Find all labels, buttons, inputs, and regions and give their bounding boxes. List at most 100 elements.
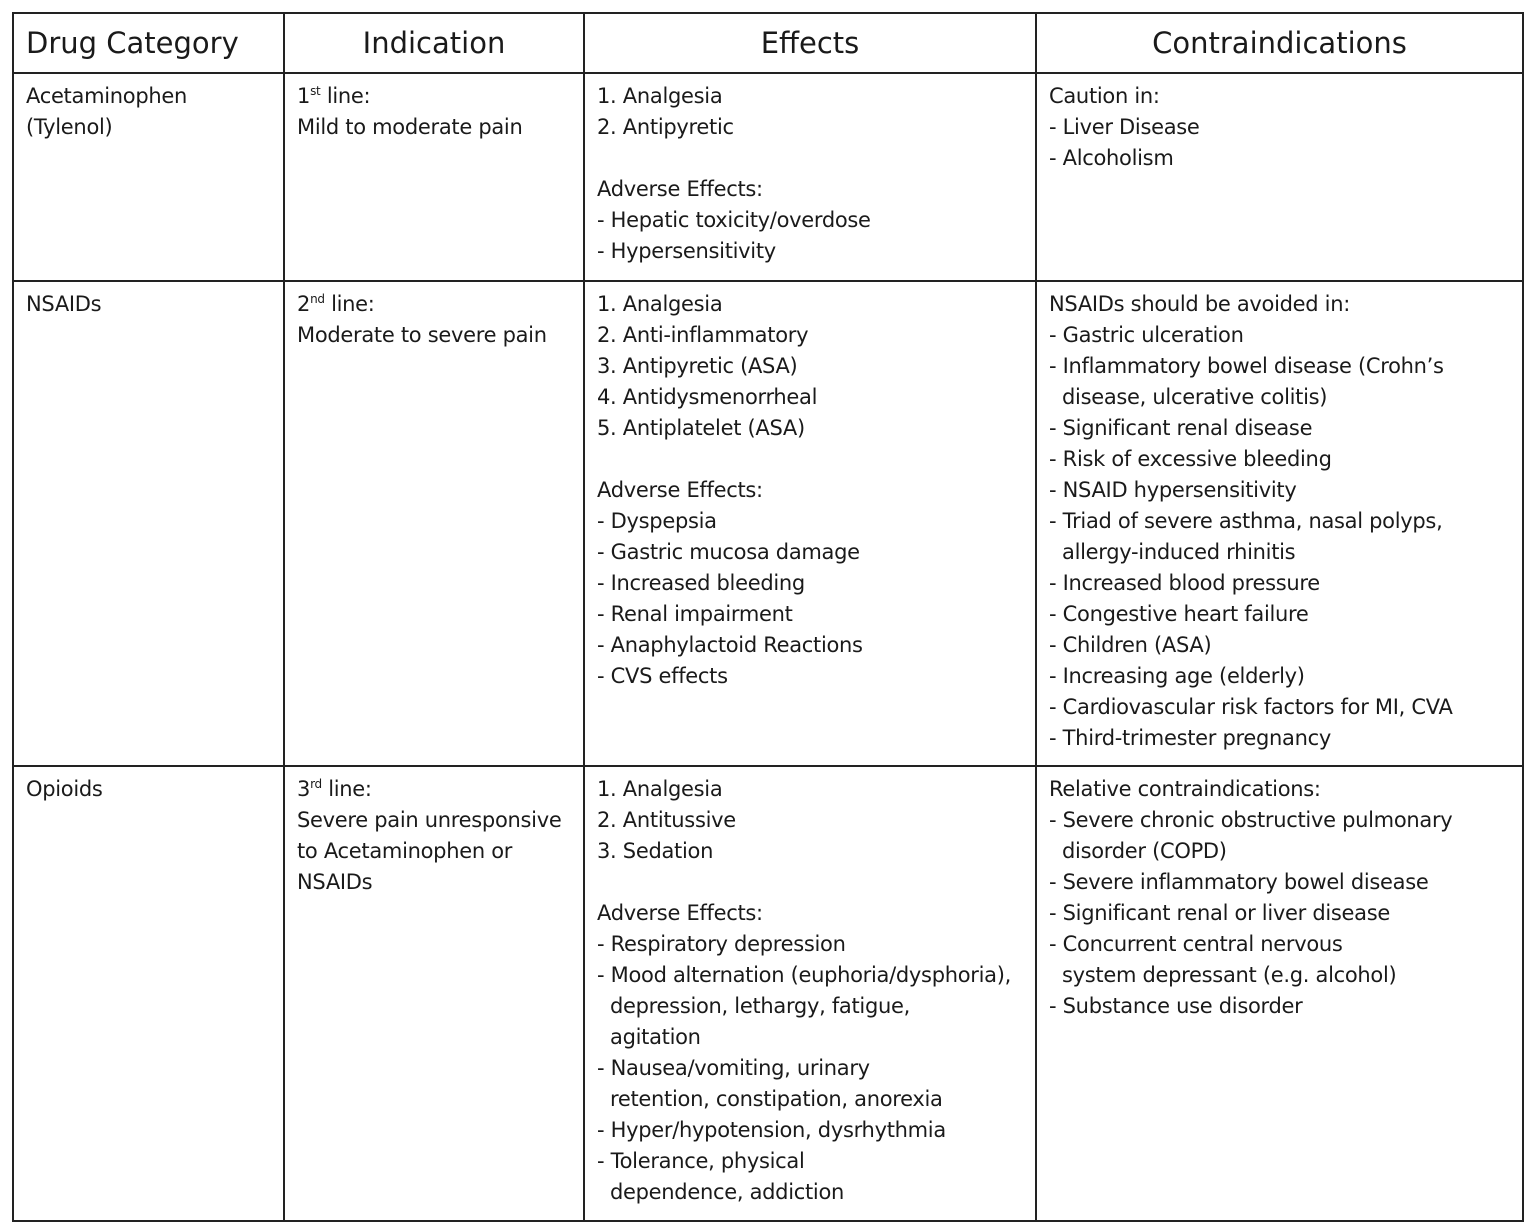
effect: 1. Analgesia bbox=[597, 292, 723, 316]
column-header: Effects bbox=[583, 12, 1037, 74]
effects-cell: 1. Analgesia 2. Anti-inflammatory 3. Antip… bbox=[583, 280, 1037, 767]
list-item-line: - Hyper/hypotension, dysrhythmia bbox=[597, 1118, 946, 1142]
indication-text: Moderate to severe pain bbox=[297, 323, 547, 347]
list-item-line: - Respiratory depression bbox=[597, 932, 846, 956]
contraindications-cell: Caution in: - Liver Disease - Alcoholism bbox=[1035, 72, 1524, 282]
line-label: line: bbox=[326, 84, 371, 108]
list-item-line: - Congestive heart failure bbox=[1049, 602, 1309, 626]
list-item-line: - Children (ASA) bbox=[1049, 633, 1212, 657]
effect: 5. Antiplatelet (ASA) bbox=[597, 416, 805, 440]
effects-cell: 1. Analgesia 2. Antitussive 3. Sedation Adv… bbox=[583, 765, 1037, 1222]
adverse-heading: Adverse Effects: bbox=[597, 901, 763, 925]
list-item-line: - Substance use disorder bbox=[1049, 994, 1303, 1018]
effect: 1. Analgesia bbox=[597, 84, 723, 108]
list-item-line: disorder (COPD) bbox=[1062, 839, 1227, 863]
ordinal-suffix: nd bbox=[310, 292, 325, 306]
list-item-line: - Mood alternation (euphoria/dysphoria), bbox=[597, 963, 1011, 987]
list-item-line: - CVS effects bbox=[597, 664, 728, 688]
ordinal: 1 bbox=[297, 84, 311, 108]
indication-line: 3rd line: bbox=[297, 774, 571, 805]
column-header: Drug Category bbox=[12, 12, 285, 74]
effect: 2. Antitussive bbox=[597, 808, 736, 832]
indication-text: NSAIDs bbox=[297, 870, 373, 894]
list-item-line: - Dyspepsia bbox=[597, 509, 717, 533]
list-item-line: - Significant renal disease bbox=[1049, 416, 1313, 440]
list-item-line: - Liver Disease bbox=[1049, 115, 1200, 139]
drug-category: (Tylenol) bbox=[26, 115, 113, 139]
drug-category-cell: Acetaminophen (Tylenol) bbox=[12, 72, 285, 282]
effect: 3. Sedation bbox=[597, 839, 714, 863]
list-item-line: - Significant renal or liver disease bbox=[1049, 901, 1390, 925]
table-row: Opioids 3rd line: Severe pain unresponsive… bbox=[12, 765, 1524, 1222]
list-item-line: - Renal impairment bbox=[597, 602, 793, 626]
drug-category-cell: NSAIDs bbox=[12, 280, 285, 767]
list-item-line: - Gastric mucosa damage bbox=[597, 540, 860, 564]
spacer bbox=[597, 444, 1023, 475]
list-item-line: - Risk of excessive bleeding bbox=[1049, 447, 1332, 471]
list-item-line: system depressant (e.g. alcohol) bbox=[1062, 963, 1397, 987]
indication-text: Severe pain unresponsive bbox=[297, 808, 562, 832]
effects-cell: 1. Analgesia 2. Antipyretic Adverse Effect… bbox=[583, 72, 1037, 282]
contraindication-heading: Relative contraindications: bbox=[1049, 777, 1321, 801]
list-item-line: - Tolerance, physical bbox=[597, 1149, 805, 1173]
list-item-line: disease, ulcerative colitis) bbox=[1062, 385, 1328, 409]
list-item-line: - Triad of severe asthma, nasal polyps, bbox=[1049, 509, 1443, 533]
contraindications-cell: NSAIDs should be avoided in: - Gastric ul… bbox=[1035, 280, 1524, 767]
drug-table: Drug Category Indication Effects Contraindi… bbox=[12, 12, 1524, 1222]
effect: 1. Analgesia bbox=[597, 777, 723, 801]
list-item-line: - Hepatic toxicity/overdose bbox=[597, 208, 871, 232]
list-item-line: - Hypersensitivity bbox=[597, 239, 776, 263]
indication-line: 1st line: bbox=[297, 81, 571, 112]
list-item-line: - Gastric ulceration bbox=[1049, 323, 1244, 347]
list-item-line: - Third-trimester pregnancy bbox=[1049, 726, 1331, 750]
line-label: line: bbox=[331, 292, 375, 316]
ordinal: 3 bbox=[297, 777, 311, 801]
spacer bbox=[597, 143, 1023, 174]
indication-cell: 1st line: Mild to moderate pain bbox=[283, 72, 585, 282]
line-label: line: bbox=[328, 777, 372, 801]
effect: 4. Antidysmenorrheal bbox=[597, 385, 818, 409]
drug-category: NSAIDs bbox=[26, 292, 102, 316]
list-item-line: - Inflammatory bowel disease (Crohn’s bbox=[1049, 354, 1444, 378]
list-item-line: - Nausea/vomiting, urinary bbox=[597, 1056, 870, 1080]
ordinal-suffix: rd bbox=[310, 777, 322, 791]
list-item-line: - Severe inflammatory bowel disease bbox=[1049, 870, 1429, 894]
list-item-line: - Alcoholism bbox=[1049, 146, 1174, 170]
list-item-line: - Cardiovascular risk factors for MI, CV… bbox=[1049, 695, 1453, 719]
indication-text: Mild to moderate pain bbox=[297, 115, 523, 139]
list-item-line: dependence, addiction bbox=[610, 1180, 845, 1204]
ordinal: 2 bbox=[297, 292, 311, 316]
indication-cell: 3rd line: Severe pain unresponsive to Acet… bbox=[283, 765, 585, 1222]
ordinal-suffix: st bbox=[310, 84, 321, 98]
drug-category-cell: Opioids bbox=[12, 765, 285, 1222]
indication-cell: 2nd line: Moderate to severe pain bbox=[283, 280, 585, 767]
list-item-line: allergy-induced rhinitis bbox=[1062, 540, 1296, 564]
drug-category: Opioids bbox=[26, 777, 103, 801]
indication-line: 2nd line: bbox=[297, 289, 571, 320]
contraindications-cell: Relative contraindications: - Severe chro… bbox=[1035, 765, 1524, 1222]
list-item-line: - Concurrent central nervous bbox=[1049, 932, 1343, 956]
contraindication-heading: NSAIDs should be avoided in: bbox=[1049, 292, 1351, 316]
drug-category: Acetaminophen bbox=[26, 84, 187, 108]
effect: 2. Anti-inflammatory bbox=[597, 323, 809, 347]
contraindication-heading: Caution in: bbox=[1049, 84, 1160, 108]
list-item-line: depression, lethargy, fatigue, bbox=[610, 994, 911, 1018]
table-row: Acetaminophen (Tylenol) 1st line: Mild to m… bbox=[12, 72, 1524, 282]
effect: 2. Antipyretic bbox=[597, 115, 734, 139]
list-item-line: retention, constipation, anorexia bbox=[610, 1087, 943, 1111]
effect: 3. Antipyretic (ASA) bbox=[597, 354, 798, 378]
indication-text: to Acetaminophen or bbox=[297, 839, 513, 863]
column-header: Indication bbox=[283, 12, 585, 74]
header-row: Drug Category Indication Effects Contraindi… bbox=[12, 12, 1524, 74]
table-body: Acetaminophen (Tylenol) 1st line: Mild to m… bbox=[12, 72, 1524, 1222]
list-item-line: - Increased blood pressure bbox=[1049, 571, 1320, 595]
spacer bbox=[597, 867, 1023, 898]
column-header: Contraindications bbox=[1035, 12, 1524, 74]
list-item-line: agitation bbox=[610, 1025, 701, 1049]
adverse-heading: Adverse Effects: bbox=[597, 177, 763, 201]
list-item-line: - NSAID hypersensitivity bbox=[1049, 478, 1297, 502]
adverse-heading: Adverse Effects: bbox=[597, 478, 763, 502]
list-item-line: - Increased bleeding bbox=[597, 571, 805, 595]
list-item-line: - Increasing age (elderly) bbox=[1049, 664, 1305, 688]
